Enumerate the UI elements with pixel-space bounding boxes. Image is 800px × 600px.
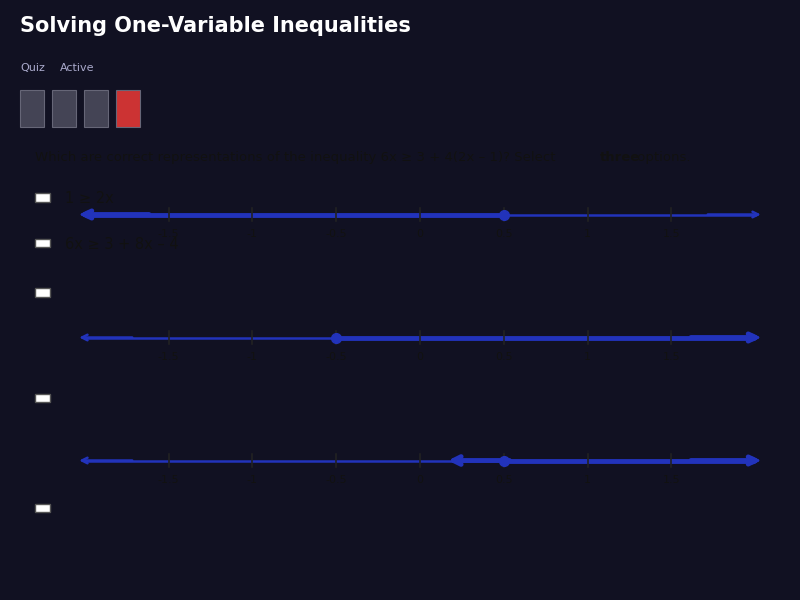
- FancyBboxPatch shape: [52, 90, 76, 127]
- Text: 0: 0: [417, 352, 423, 362]
- Text: -0.5: -0.5: [326, 475, 347, 485]
- FancyBboxPatch shape: [20, 90, 44, 127]
- Text: -0.5: -0.5: [326, 229, 347, 239]
- Text: Solving One-Variable Inequalities: Solving One-Variable Inequalities: [20, 16, 411, 36]
- FancyBboxPatch shape: [116, 90, 140, 127]
- Text: 1: 1: [29, 103, 35, 113]
- Text: Which are correct representations of the inequality 6x ≥ 3 + 4(2x – 1)? Select: Which are correct representations of the…: [35, 151, 560, 164]
- Text: 0.5: 0.5: [495, 229, 513, 239]
- FancyBboxPatch shape: [84, 90, 108, 127]
- Bar: [35, 394, 50, 402]
- Bar: [35, 504, 50, 512]
- Text: 4: 4: [125, 103, 131, 113]
- Text: 1.5: 1.5: [662, 352, 680, 362]
- Text: 6x ≥ 3 + 8x – 4: 6x ≥ 3 + 8x – 4: [65, 237, 178, 252]
- Bar: [35, 239, 50, 247]
- Bar: [35, 288, 50, 296]
- Text: Quiz: Quiz: [20, 64, 45, 73]
- Text: 1.5: 1.5: [662, 229, 680, 239]
- Text: 1: 1: [584, 229, 591, 239]
- Text: -1.5: -1.5: [158, 352, 179, 362]
- Text: 1 ≥ 2x: 1 ≥ 2x: [65, 191, 114, 206]
- Text: 0: 0: [417, 229, 423, 239]
- Text: -0.5: -0.5: [326, 352, 347, 362]
- Text: 2: 2: [61, 103, 67, 113]
- Text: -1.5: -1.5: [158, 229, 179, 239]
- Text: options.: options.: [633, 151, 690, 164]
- Text: 1: 1: [584, 352, 591, 362]
- Text: 0: 0: [417, 475, 423, 485]
- Text: 1.5: 1.5: [662, 475, 680, 485]
- Bar: [35, 193, 50, 202]
- Text: -1: -1: [247, 229, 258, 239]
- Text: -1: -1: [247, 352, 258, 362]
- Text: -1.5: -1.5: [158, 475, 179, 485]
- Text: 0.5: 0.5: [495, 352, 513, 362]
- Text: 1: 1: [584, 475, 591, 485]
- Text: three: three: [599, 151, 640, 164]
- Text: Active: Active: [60, 64, 94, 73]
- Text: 0.5: 0.5: [495, 475, 513, 485]
- Text: -1: -1: [247, 475, 258, 485]
- Text: 3: 3: [93, 103, 99, 113]
